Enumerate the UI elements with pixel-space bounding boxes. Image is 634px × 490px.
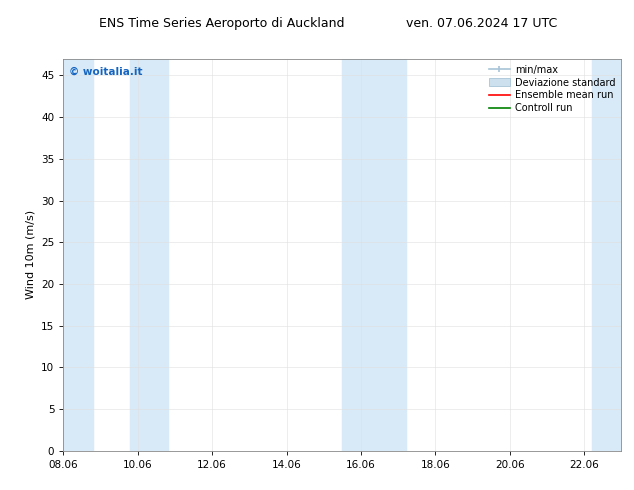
Text: ENS Time Series Aeroporto di Auckland: ENS Time Series Aeroporto di Auckland bbox=[99, 17, 345, 30]
Bar bbox=[63, 59, 93, 451]
Text: © woitalia.it: © woitalia.it bbox=[69, 67, 143, 76]
Legend: min/max, Deviazione standard, Ensemble mean run, Controll run: min/max, Deviazione standard, Ensemble m… bbox=[485, 61, 619, 117]
Y-axis label: Wind 10m (m/s): Wind 10m (m/s) bbox=[25, 210, 36, 299]
Bar bbox=[592, 59, 621, 451]
Bar bbox=[131, 59, 167, 451]
Bar bbox=[342, 59, 406, 451]
Text: ven. 07.06.2024 17 UTC: ven. 07.06.2024 17 UTC bbox=[406, 17, 557, 30]
